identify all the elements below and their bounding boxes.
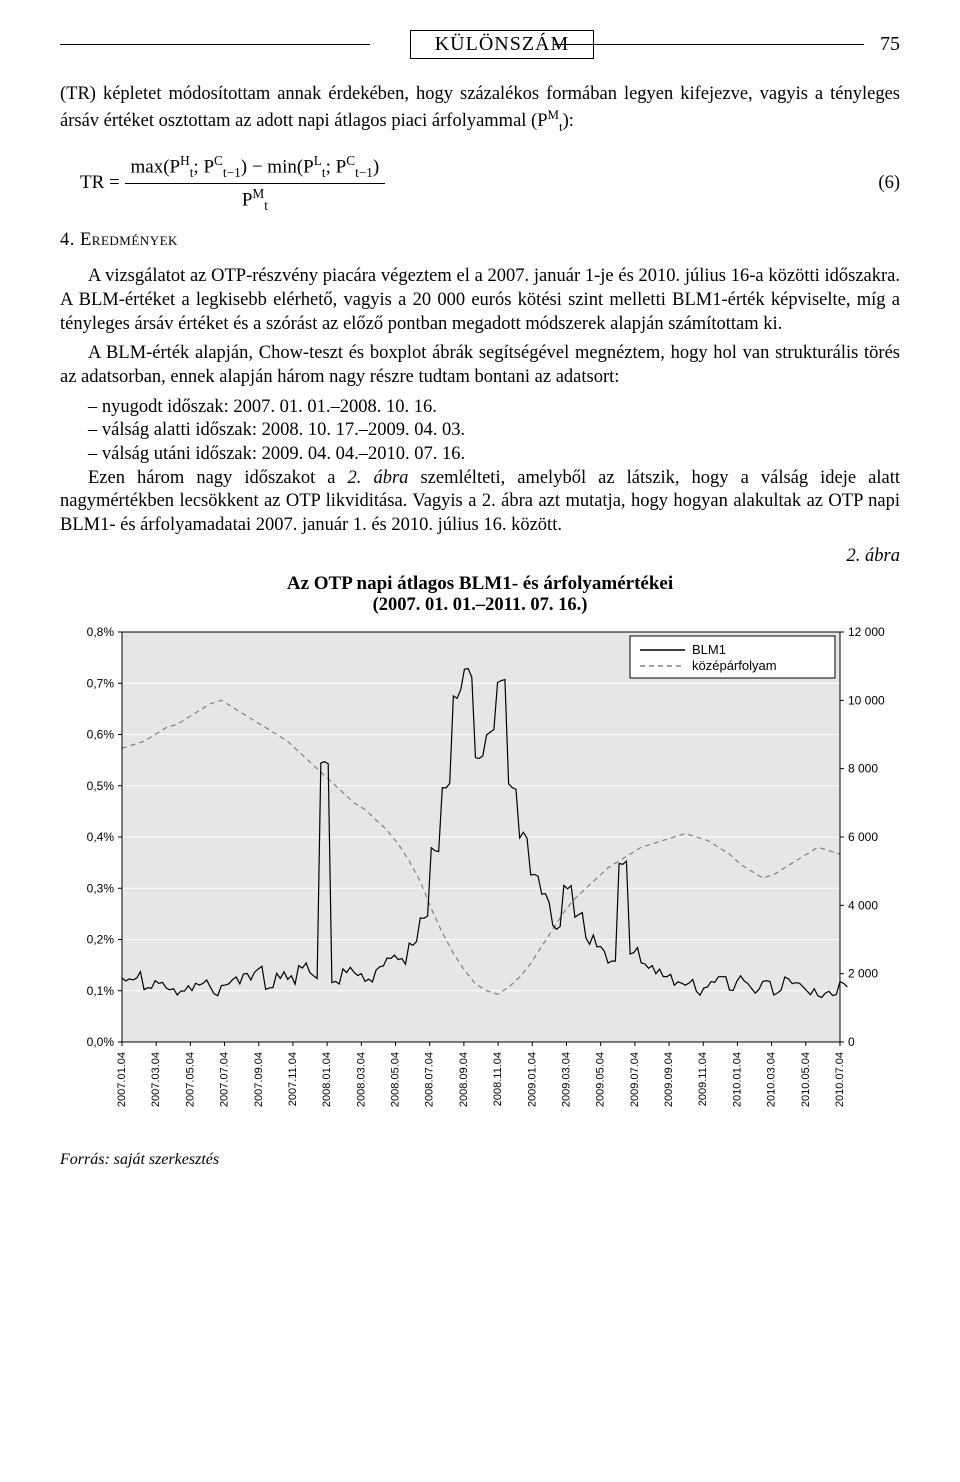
svg-text:2007.07.04: 2007.07.04 [219,1052,231,1107]
svg-text:2009.07.04: 2009.07.04 [629,1052,641,1107]
svg-text:12 000: 12 000 [848,625,885,639]
paragraph-3: Ezen három nagy időszakot a 2. ábra szem… [60,467,900,538]
svg-text:0,4%: 0,4% [87,830,115,844]
page-header: KÜLÖNSZÁM 75 [60,30,900,59]
chart-source: Forrás: saját szerkesztés [60,1151,900,1169]
svg-text:2 000: 2 000 [848,966,878,980]
section-4-heading: 4. Eredmények [60,230,900,251]
svg-text:2008.05.04: 2008.05.04 [390,1052,402,1107]
svg-text:0,7%: 0,7% [87,676,115,690]
svg-text:10 000: 10 000 [848,693,885,707]
period-2: – válság alatti időszak: 2008. 10. 17.–2… [88,419,900,443]
svg-text:0,6%: 0,6% [87,727,115,741]
svg-text:0,5%: 0,5% [87,778,115,792]
header-title: KÜLÖNSZÁM [410,30,595,59]
equation-6: TR = max(PHt; PCt−1) − min(PLt; PCt−1) P… [60,153,900,214]
svg-text:2010.01.04: 2010.01.04 [731,1052,743,1107]
chart-subtitle: (2007. 01. 01.–2011. 07. 16.) [60,595,900,616]
svg-text:2007.05.04: 2007.05.04 [184,1052,196,1107]
svg-text:2008.03.04: 2008.03.04 [355,1052,367,1107]
svg-text:0,3%: 0,3% [87,881,115,895]
svg-text:0: 0 [848,1035,855,1049]
svg-text:6 000: 6 000 [848,830,878,844]
svg-text:2007.11.04: 2007.11.04 [287,1052,299,1106]
svg-text:2010.03.04: 2010.03.04 [766,1052,778,1107]
svg-text:2008.07.04: 2008.07.04 [424,1052,436,1107]
svg-text:2009.05.04: 2009.05.04 [595,1052,607,1107]
svg-text:2008.09.04: 2008.09.04 [458,1052,470,1107]
svg-text:BLM1: BLM1 [692,642,726,657]
svg-text:2010.07.04: 2010.07.04 [834,1052,846,1107]
svg-text:8 000: 8 000 [848,761,878,775]
svg-text:2007.03.04: 2007.03.04 [150,1052,162,1107]
svg-text:2009.01.04: 2009.01.04 [526,1052,538,1107]
equation-number: (6) [878,173,900,194]
figure-label: 2. ábra [60,546,900,567]
paragraph-1: A vizsgálatot az OTP-részvény piacára vé… [60,265,900,336]
page-number: 75 [880,33,900,56]
paragraph-2: A BLM-érték alapján, Chow-teszt és boxpl… [60,342,900,389]
svg-text:2007.01.04: 2007.01.04 [116,1052,128,1107]
svg-text:0,1%: 0,1% [87,983,115,997]
svg-text:középárfolyam: középárfolyam [692,658,777,673]
svg-text:2007.09.04: 2007.09.04 [253,1052,265,1107]
svg-text:4 000: 4 000 [848,898,878,912]
svg-text:0,0%: 0,0% [87,1035,115,1049]
svg-text:0,8%: 0,8% [87,625,115,639]
period-3: – válság utáni időszak: 2009. 04. 04.–20… [88,443,900,467]
svg-text:2008.01.04: 2008.01.04 [321,1052,333,1107]
svg-text:2009.09.04: 2009.09.04 [663,1052,675,1107]
svg-text:2008.11.04: 2008.11.04 [492,1052,504,1106]
intro-paragraph: (TR) képletet módosítottam annak érdekéb… [60,83,900,135]
svg-text:2009.03.04: 2009.03.04 [560,1052,572,1107]
period-1: – nyugodt időszak: 2007. 01. 01.–2008. 1… [88,396,900,420]
svg-text:2010.05.04: 2010.05.04 [800,1052,812,1107]
svg-text:0,2%: 0,2% [87,932,115,946]
svg-text:2009.11.04: 2009.11.04 [697,1052,709,1106]
chart: 0,0% 0,1% 0,2% 0,3% 0,4% 0,5% 0,6% 0,7% 0,8% 0 2 0… [60,622,900,1147]
chart-title: Az OTP napi átlagos BLM1- és árfolyamért… [60,573,900,595]
